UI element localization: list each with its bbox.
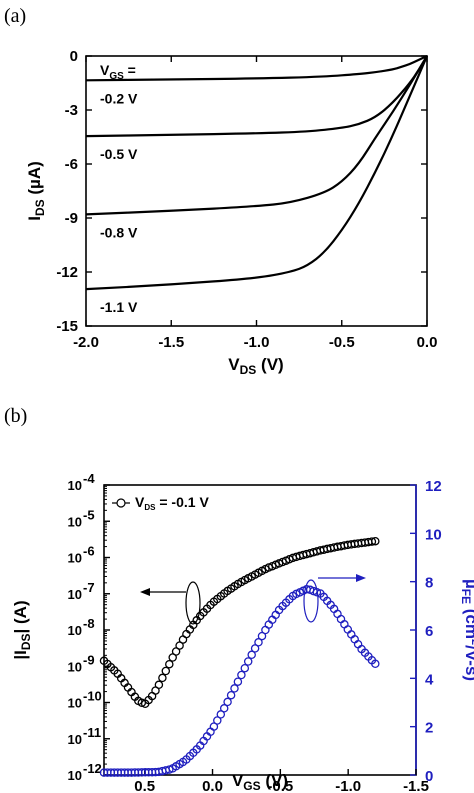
b-data-point xyxy=(223,697,232,707)
a-series-label: -1.1 V xyxy=(100,299,138,315)
legend-text: VDS = -0.1 V xyxy=(135,494,209,512)
b-y-left-tick-exp: -6 xyxy=(83,544,95,559)
plot-a-y-axis: 0 -3 -6 -9 -12 -15 xyxy=(56,48,427,335)
b-x-tick-label: 0.0 xyxy=(202,778,223,793)
b-y-left-tick-label: 10 xyxy=(68,659,82,674)
b-y-left-tick-exp: -12 xyxy=(83,761,102,776)
b-data-point xyxy=(247,650,256,660)
blue-series-ellipse xyxy=(303,579,319,623)
plot-b-x-axis: 0.5 0.0 -0.5 -1.0 -1.5 xyxy=(134,769,429,793)
b-y-right-tick-label: 10 xyxy=(425,526,442,543)
b-data-point xyxy=(154,680,164,690)
plot-a-x-axis: -2.0 -1.5 -1.0 -0.5 0.0 xyxy=(73,56,437,351)
b-data-point xyxy=(254,638,263,647)
legend-marker xyxy=(116,498,126,508)
b-data-point xyxy=(219,704,229,713)
b-y-left-tick-exp: -9 xyxy=(83,652,95,667)
b-y-left-tick-exp: -8 xyxy=(83,616,95,631)
left-arrow-head xyxy=(140,588,150,596)
plot-a-curve-labels: -0.2 V -0.5 V -0.8 V -1.1 V xyxy=(100,90,138,315)
b-data-point xyxy=(240,663,250,673)
b-y-left-tick-exp: -4 xyxy=(83,471,95,486)
b-data-point xyxy=(158,673,167,683)
b-data-point xyxy=(367,537,377,546)
b-y-right-tick-label: 6 xyxy=(425,623,433,640)
a-series-line xyxy=(85,55,428,216)
a-x-tick-label: -1.0 xyxy=(244,334,270,351)
b-data-point xyxy=(230,684,239,693)
plot-a-series xyxy=(85,55,429,291)
b-x-tick-label: -1.5 xyxy=(403,778,429,793)
right-arrow-head xyxy=(356,574,366,582)
a-series-label: -0.8 V xyxy=(100,224,138,240)
b-y-right-tick-label: 8 xyxy=(425,575,433,592)
b-y-right-tick-label: 0 xyxy=(425,768,433,785)
b-data-point xyxy=(371,659,380,669)
a-series-line xyxy=(85,55,428,82)
black-series-ellipse xyxy=(185,581,201,625)
panel-b-label: (b) xyxy=(4,405,27,427)
a-series-line xyxy=(85,55,429,291)
a-y-tick-label: -3 xyxy=(65,102,78,119)
b-y-left-tick-exp: -11 xyxy=(83,725,101,740)
b-y-left-tick-label: 10 xyxy=(68,551,82,566)
b-y-left-tick-exp: -7 xyxy=(83,580,95,595)
a-series-label: -0.2 V xyxy=(100,90,138,106)
plot-a-legend-title: VGS = xyxy=(100,62,136,82)
plot-b-annotations xyxy=(140,574,366,625)
panel-a-label: (a) xyxy=(4,5,26,27)
b-x-tick-label: -1.0 xyxy=(335,778,361,793)
b-y-left-tick-label: 10 xyxy=(68,587,82,602)
b-data-point xyxy=(336,614,346,624)
b-data-point xyxy=(213,716,222,725)
b-y-left-tick-label: 10 xyxy=(68,696,82,711)
b-data-point xyxy=(165,659,174,669)
b-y-left-tick-exp: -10 xyxy=(83,689,102,704)
a-y-tick-label: -6 xyxy=(65,156,78,173)
plot-b-series xyxy=(99,536,380,777)
a-y-tick-label: -15 xyxy=(56,318,78,335)
a-y-tick-label: 0 xyxy=(70,48,78,65)
a-x-tick-label: 0.0 xyxy=(417,334,438,351)
plot-b-y-right-axis: 0 2 4 6 8 10 12 xyxy=(410,478,442,785)
b-y-left-tick-label: 10 xyxy=(68,732,82,747)
a-x-tick-label: -0.5 xyxy=(329,334,355,351)
plot-a-y-label: IDS (µA) xyxy=(25,161,47,221)
plot-b-y-right-label: µFE (cm2/V-s) xyxy=(459,579,474,681)
b-y-left-tick-label: 10 xyxy=(68,478,82,493)
b-y-left-tick-label: 10 xyxy=(68,514,82,529)
a-series-label: -0.5 V xyxy=(100,146,138,162)
b-data-point xyxy=(161,666,171,676)
plot-b-y-left-label: |IDS| (A) xyxy=(11,600,33,659)
b-x-tick-label: 0.5 xyxy=(134,778,155,793)
a-y-tick-label: -12 xyxy=(56,264,78,281)
b-data-point xyxy=(243,657,253,666)
b-data-point xyxy=(226,690,236,700)
b-y-right-tick-label: 4 xyxy=(425,671,434,688)
a-x-tick-label: -1.5 xyxy=(158,334,184,351)
a-x-tick-label: -2.0 xyxy=(73,334,99,351)
b-data-point xyxy=(233,677,243,686)
a-series-line xyxy=(85,55,428,138)
b-y-right-tick-label: 12 xyxy=(425,478,442,495)
a-y-tick-label: -9 xyxy=(65,210,78,227)
b-x-tick-label: -0.5 xyxy=(267,778,293,793)
plot-b-x-label: VGS (V) xyxy=(232,771,288,793)
b-y-left-tick-label: 10 xyxy=(68,768,82,783)
plot-b-legend: VDS = -0.1 V xyxy=(112,494,209,512)
b-y-left-tick-exp: -5 xyxy=(83,507,95,522)
b-y-right-tick-label: 2 xyxy=(425,720,433,737)
panel-a: (a) 0 -3 -6 -9 -12 -15 -2.0 -1.5 -1.0 -0.5 0.0 -0… xyxy=(4,5,437,377)
b-y-left-tick-label: 10 xyxy=(68,623,82,638)
b-data-point xyxy=(237,670,246,680)
plot-a-x-label: VDS (V) xyxy=(228,355,283,377)
b-data-point xyxy=(371,536,380,546)
b-data-point xyxy=(340,620,349,629)
plot-b-frame xyxy=(103,484,417,776)
